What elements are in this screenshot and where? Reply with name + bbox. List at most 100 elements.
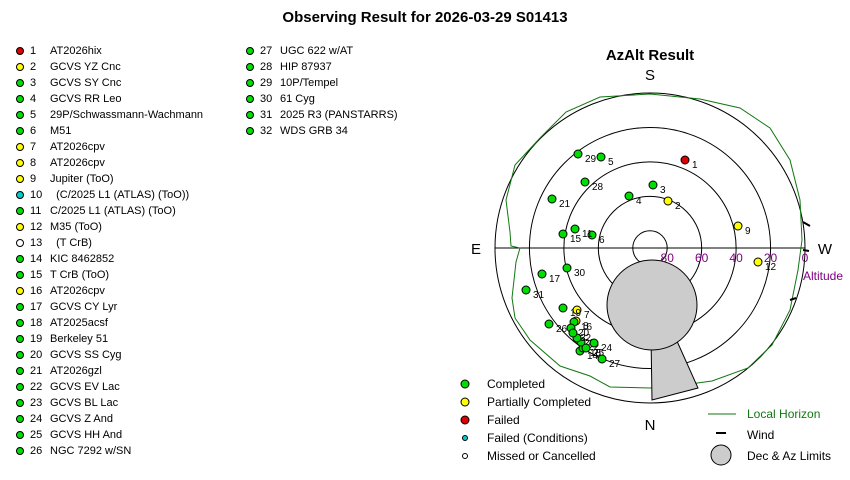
object-number: 23 [30,397,43,409]
status-dot-icon [16,223,24,231]
object-number: 26 [30,445,43,457]
legend-label: Missed or Cancelled [487,449,596,463]
object-number: 16 [30,285,43,297]
object-number: 1 [30,45,37,57]
object-name: AT2025acsf [50,317,108,329]
point-marker [558,229,568,239]
limits-legend-disk-icon [710,444,732,466]
compass-e: E [471,241,481,258]
status-dot-icon [16,127,24,135]
status-dot-icon [16,239,24,247]
point-label: 9 [745,226,751,237]
point-label: 16 [581,322,593,333]
point-marker [547,194,557,204]
object-number: 5 [30,109,37,121]
object-number: 2 [30,61,37,73]
point-marker [573,149,583,159]
object-name: M51 [50,125,72,137]
object-name: 2025 R3 (PANSTARRS) [280,109,398,121]
object-name: HIP 87937 [280,61,332,73]
legend-status-dot-icon [462,453,468,459]
object-number: 12 [30,221,43,233]
point-marker [568,328,578,338]
object-name: AT2026cpv [50,141,105,153]
point-label: 2 [675,201,681,212]
object-name: 29P/Schwassmann-Wachmann [50,109,204,121]
object-number: 11 [30,205,42,217]
point-marker [624,191,634,201]
object-number: 20 [30,349,43,361]
legend-status-dot-icon [462,435,468,441]
object-name: AT2026cpv [50,157,105,169]
object-number: 21 [30,365,43,377]
status-dot-icon [16,415,24,423]
status-dot-icon [16,383,24,391]
status-dot-icon [16,63,24,71]
overlay-legend: Local Horizon Wind Dec & Az Limits [708,407,831,466]
object-number: 8 [30,157,37,169]
object-number: 14 [30,253,43,265]
object-name: GCVS BL Lac [50,397,119,409]
object-name: AT2026gzl [50,365,102,377]
point-label: 5 [608,157,614,168]
legend-label: Completed [487,377,545,391]
point-label: 32 [580,333,592,344]
point-label: 31 [533,290,545,301]
status-dot-icon [16,271,24,279]
point-marker [572,305,582,315]
legend-status-dot-icon [460,397,470,407]
chart-title: AzAlt Result [606,47,694,64]
legend-label: Partially Completed [487,395,591,409]
point-label: 6 [599,235,605,246]
object-number: 10 [30,189,43,201]
object-number: 25 [30,429,43,441]
object-number: 4 [30,93,37,105]
legend-status-dot-icon [460,379,470,389]
object-number: 13 [30,237,43,249]
point-marker [581,343,591,353]
point-label: 8 [583,321,589,332]
point-marker [753,257,763,267]
point-label: 15 [570,234,582,245]
status-dot-icon [16,367,24,375]
legend-status-dot-icon [460,415,470,425]
altitude-tick-label: 80 [661,251,675,265]
point-label: 30 [574,268,586,279]
status-dot-icon [16,319,24,327]
object-name: GCVS EV Lac [50,381,120,393]
altitude-tick-label: 20 [764,251,778,265]
point-label: 1 [692,160,698,171]
point-label: 19 [570,308,582,319]
compass-n: N [645,417,656,434]
object-name: NGC 7292 w/SN [50,445,132,457]
object-number: 29 [260,77,273,89]
object-name: M35 (ToO) [50,221,102,233]
point-label: 25 [593,348,605,359]
altitude-tick-labels: 80 60 40 20 0 [661,251,809,265]
point-marker [521,285,531,295]
object-name: GCVS YZ Cnc [50,61,121,73]
point-label: 28 [592,182,604,193]
status-dot-icon [16,79,24,87]
object-name: WDS GRB 34 [280,125,348,137]
object-number: 31 [260,109,273,121]
point-label: 26 [556,324,568,335]
compass-w: W [818,241,833,258]
wind-tick [789,297,797,301]
status-dot-icon [246,63,254,71]
status-dot-icon [16,159,24,167]
object-number: 32 [260,125,273,137]
point-label: 12 [765,262,777,273]
altitude-rings [494,92,806,404]
point-marker [558,303,568,313]
object-number: 6 [30,125,37,137]
status-dot-icon [16,447,24,455]
object-number: 17 [30,301,43,313]
status-dot-icon [16,255,24,263]
object-name: Jupiter (ToO) [50,173,114,185]
status-dot-icon [16,47,24,55]
wind-tick [802,249,810,252]
status-dot-icon [246,127,254,135]
observation-points: 1234567891112141516171819202122232425262… [521,149,777,370]
